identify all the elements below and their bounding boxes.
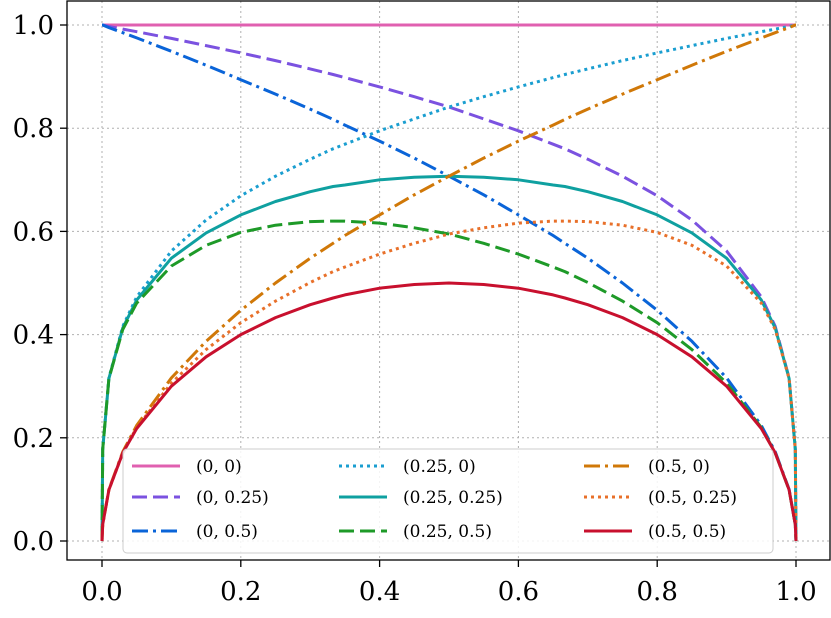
legend-label-6: (0.5, 0) xyxy=(648,457,710,477)
series-line-5 xyxy=(100,219,798,542)
plot-frame xyxy=(66,0,831,561)
legend-label-2: (0, 0.5) xyxy=(196,522,258,542)
legend-label-8: (0.5, 0.5) xyxy=(648,522,726,542)
axis-ticks: 0.0 0.2 0.4 0.6 0.8 1.0 0.0 0.2 0.4 0.6 0.8 1.0 xyxy=(13,11,817,607)
series-lines xyxy=(100,23,798,542)
series-line-8 xyxy=(100,281,798,542)
legend: (0, 0) (0, 0.25) (0, 0.5) (0.25, 0) (0.25, 0… xyxy=(122,448,774,554)
legend-label-0: (0, 0) xyxy=(196,457,242,477)
series-line-6 xyxy=(100,23,797,542)
y-tick-label-0: 0.0 xyxy=(13,527,54,557)
x-tick-label-3: 0.6 xyxy=(498,577,539,607)
x-tick-label-0: 0.0 xyxy=(81,577,122,607)
x-tick-label-1: 0.2 xyxy=(220,577,261,607)
y-tick-label-3: 0.6 xyxy=(13,217,54,247)
legend-label-1: (0, 0.25) xyxy=(196,488,269,508)
legend-box xyxy=(122,448,774,554)
x-tick-label-4: 0.8 xyxy=(637,577,678,607)
legend-label-7: (0.5, 0.25) xyxy=(648,488,737,508)
y-tick-label-5: 1.0 xyxy=(13,11,54,41)
legend-label-3: (0.25, 0) xyxy=(403,457,476,477)
y-tick-label-2: 0.4 xyxy=(13,321,54,351)
series-line-7 xyxy=(100,219,798,542)
y-tick-label-4: 0.8 xyxy=(13,114,54,144)
legend-label-5: (0.25, 0.5) xyxy=(403,522,492,542)
x-tick-label-5: 1.0 xyxy=(775,577,816,607)
x-tick-label-2: 0.4 xyxy=(359,577,400,607)
series-line-3 xyxy=(100,23,797,542)
y-tick-label-1: 0.2 xyxy=(13,424,54,454)
legend-label-4: (0.25, 0.25) xyxy=(403,488,503,508)
